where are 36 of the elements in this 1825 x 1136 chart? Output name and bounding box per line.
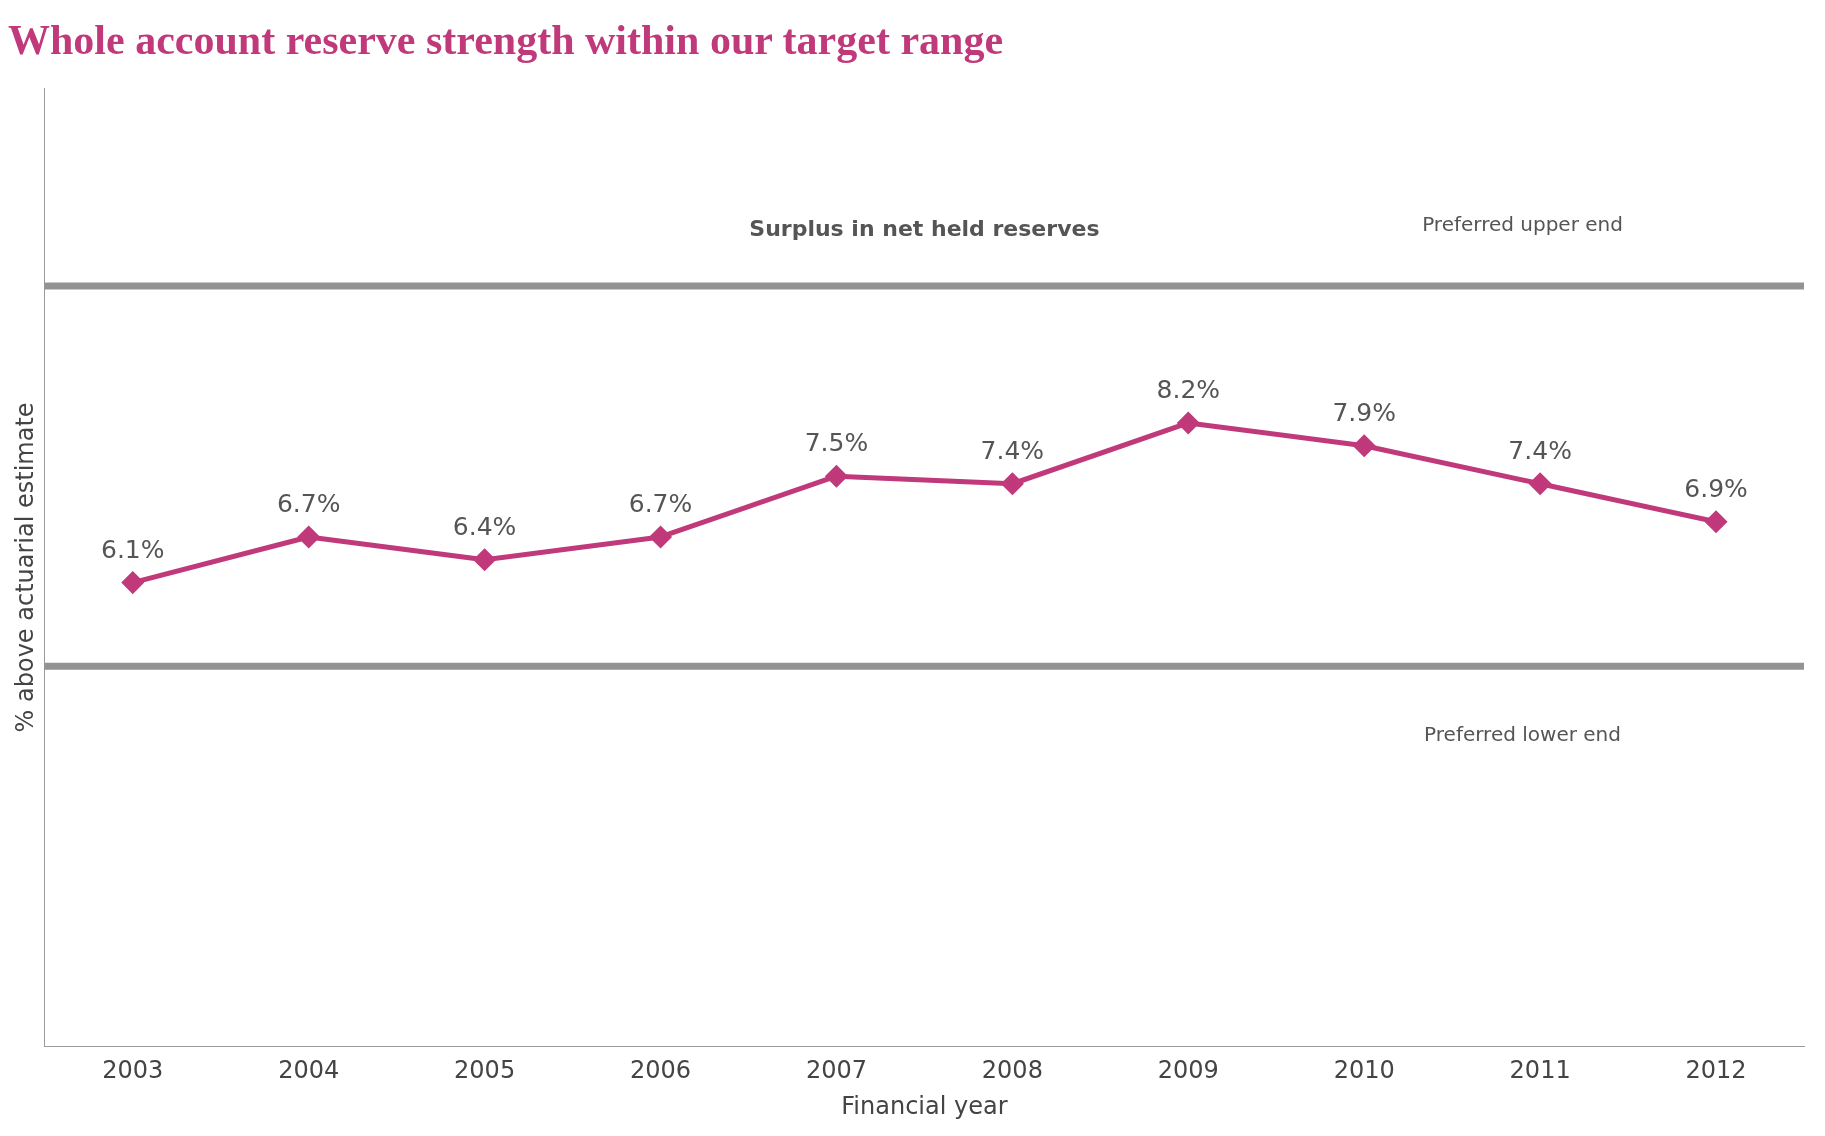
annotation: Surplus in net held reserves [749, 216, 1100, 242]
data-label: 8.2% [1156, 374, 1221, 404]
data-label: 6.7% [628, 488, 693, 518]
data-label: 6.9% [1684, 473, 1748, 503]
x-tick-label: 2011 [1509, 1056, 1571, 1085]
x-tick-label: 2004 [278, 1056, 340, 1085]
point [298, 526, 320, 548]
data-label: 6.4% [452, 511, 517, 541]
x-tick-label: 2007 [805, 1056, 867, 1085]
point [1001, 473, 1023, 495]
data-label: 7.4% [1508, 435, 1572, 465]
point [825, 465, 847, 487]
x-tick-label: 2008 [981, 1056, 1043, 1085]
point [1353, 435, 1375, 457]
data-label: 7.4% [980, 435, 1045, 465]
point [650, 526, 672, 548]
x-tick-label: 2006 [629, 1056, 692, 1085]
y-axis-title: % above actuarial estimate [10, 402, 39, 733]
ref-line-label: Preferred upper end [1422, 212, 1623, 237]
point [1705, 511, 1727, 533]
point [1529, 473, 1551, 495]
ref-line-label: Preferred lower end [1424, 722, 1621, 747]
point [474, 549, 496, 571]
data-label: 6.7% [276, 488, 341, 518]
point [1177, 412, 1199, 434]
x-axis-title: Financial year [841, 1091, 1008, 1120]
data-label: 6.1% [101, 534, 165, 564]
point [122, 572, 144, 594]
chart-title: Whole account reserve strength within our target range [8, 17, 1004, 64]
x-tick-label: 2010 [1333, 1056, 1395, 1085]
x-tick-label: 2012 [1685, 1056, 1747, 1085]
data-label: 7.9% [1332, 397, 1396, 427]
x-tick-label: 2009 [1157, 1056, 1219, 1085]
x-tick-label: 2005 [454, 1056, 516, 1085]
x-tick-label: 2003 [102, 1056, 164, 1085]
data-label: 7.5% [804, 428, 869, 458]
